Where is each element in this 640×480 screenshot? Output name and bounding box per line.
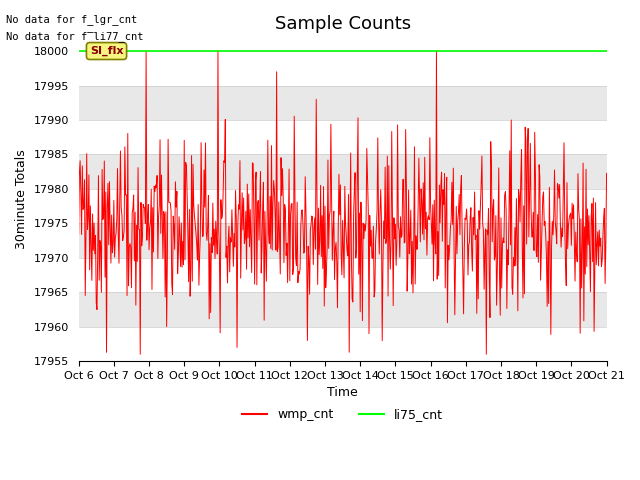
Text: No data for f_lgr_cnt: No data for f_lgr_cnt	[6, 14, 138, 25]
li75_cnt	[191, 48, 198, 54]
Bar	[79, 85, 607, 120]
Bar	[79, 327, 607, 361]
wmp_cnt	[439, 187, 447, 192]
X-axis label: Time: Time	[327, 386, 358, 399]
wmp_cnt	[603, 170, 611, 176]
Bar	[79, 189, 607, 223]
Y-axis label: 30minute Totals: 30minute Totals	[15, 149, 28, 249]
Line: wmp_cnt: wmp_cnt	[79, 51, 607, 354]
li75_cnt	[213, 48, 221, 54]
li75_cnt	[75, 48, 83, 54]
li75_cnt	[334, 48, 342, 54]
wmp_cnt	[556, 181, 563, 187]
Bar	[79, 120, 607, 155]
li75_cnt	[554, 48, 562, 54]
li75_cnt	[603, 48, 611, 54]
Title: Sample Counts: Sample Counts	[275, 15, 411, 33]
Bar	[79, 258, 607, 292]
Bar	[79, 223, 607, 258]
wmp_cnt	[192, 230, 200, 236]
Legend: wmp_cnt, li75_cnt: wmp_cnt, li75_cnt	[237, 403, 448, 426]
li75_cnt	[386, 48, 394, 54]
wmp_cnt	[336, 212, 344, 217]
wmp_cnt	[387, 239, 395, 244]
Text: No data for f̅li77_cnt: No data for f̅li77_cnt	[6, 31, 144, 42]
li75_cnt	[438, 48, 445, 54]
wmp_cnt	[75, 231, 83, 237]
Bar	[79, 155, 607, 189]
Text: SI_flx: SI_flx	[90, 46, 124, 56]
Bar	[79, 51, 607, 85]
wmp_cnt	[215, 226, 223, 232]
wmp_cnt	[136, 351, 144, 357]
wmp_cnt	[142, 48, 150, 54]
Bar	[79, 292, 607, 327]
